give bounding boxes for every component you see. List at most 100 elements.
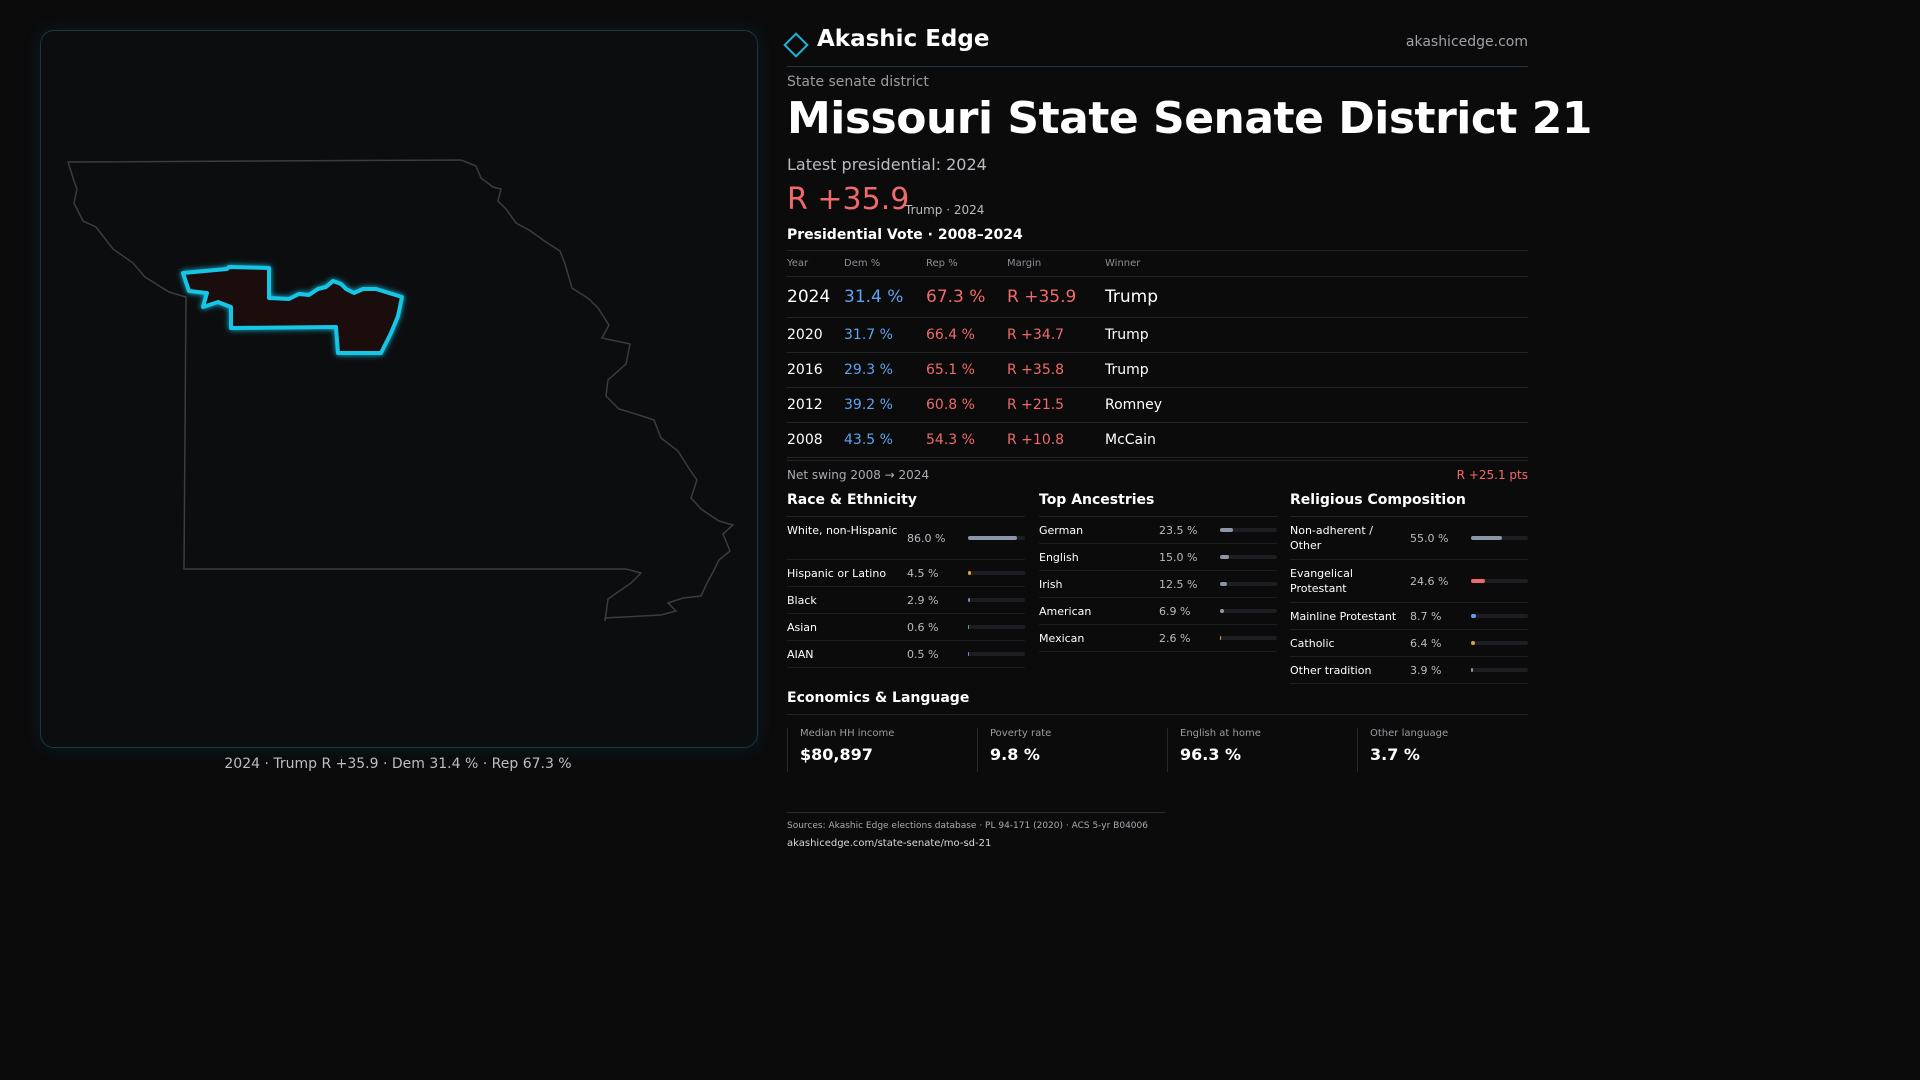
sources-text: Sources: Akashic Edge elections database… [787,821,1148,831]
section-title: Religious Composition [1290,492,1528,517]
item-label: Irish [1039,578,1063,591]
brand-url-link[interactable]: akashicedge.com [1405,34,1528,50]
bar-fill [1220,555,1229,559]
bar-track [1471,536,1528,540]
row-rep: 65.1 % [926,362,975,378]
item-label: Non-adherent / Other [1290,524,1373,552]
list-item[interactable]: White, non-Hispanic 86.0 % [787,517,1025,560]
bar-fill [1471,641,1475,645]
row-dem: 39.2 % [844,397,893,413]
table-row[interactable]: 2008 43.5 % 54.3 % R +10.8 McCain [787,422,1528,457]
stat-label: Other language [1370,728,1449,739]
stat-card-other-language: Other language 3.7 % [1357,728,1530,772]
item-label: Other tradition [1290,664,1372,677]
table-row[interactable]: 2024 31.4 % 67.3 % R +35.9 Trump [787,276,1528,317]
item-pct: 2.6 % [1159,632,1191,645]
bar-track [1220,636,1277,640]
list-item[interactable]: Catholic 6.4 % [1290,630,1528,657]
header-dem[interactable]: Dem % [844,258,881,269]
list-item[interactable]: Evangelical Protestant 24.6 % [1290,560,1528,603]
bar-fill [1220,528,1234,532]
list-item[interactable]: Mexican 2.6 % [1039,625,1277,652]
page-url-link[interactable]: akashicedge.com/state-senate/mo-sd-21 [787,838,992,849]
net-swing-label: Net swing 2008 → 2024 [787,468,930,482]
list-item[interactable]: Non-adherent / Other 55.0 % [1290,517,1528,560]
row-winner: Trump [1105,327,1149,343]
list-item[interactable]: Black 2.9 % [787,587,1025,614]
row-margin: R +34.7 [1007,327,1065,343]
stat-value: $80,897 [800,745,873,764]
row-rep: 67.3 % [926,287,986,307]
list-item[interactable]: AIAN 0.5 % [787,641,1025,668]
table-row[interactable]: 2016 29.3 % 65.1 % R +35.8 Trump [787,352,1528,387]
table-header-row: Year Dem % Rep % Margin Winner [787,250,1528,276]
row-dem: 43.5 % [844,432,893,448]
stat-value: 96.3 % [1180,745,1242,764]
bar-track [1220,582,1277,586]
bar-track [968,571,1025,575]
list-item[interactable]: German 23.5 % [1039,517,1277,544]
item-label: White, non-Hispanic [787,524,898,537]
headline-margin: R +35.9 [787,182,910,217]
table-bottom-divider [787,457,1528,458]
item-pct: 12.5 % [1159,578,1198,591]
header-margin[interactable]: Margin [1007,258,1042,269]
list-item[interactable]: Hispanic or Latino 4.5 % [787,560,1025,587]
brand-name[interactable]: Akashic Edge [817,26,990,52]
item-pct: 86.0 % [907,532,946,545]
net-swing-value: R +25.1 pts [1456,468,1528,482]
header-rep[interactable]: Rep % [926,258,958,269]
item-label: American [1039,605,1092,618]
row-dem: 31.7 % [844,327,893,343]
item-label: Catholic [1290,637,1335,650]
bar-track [1220,528,1277,532]
list-item[interactable]: Other tradition 3.9 % [1290,657,1528,684]
item-label: AIAN [787,648,814,661]
section-title: Race & Ethnicity [787,492,1025,517]
swing-divider [787,460,1528,461]
stat-value: 3.7 % [1370,745,1420,764]
bar-fill [1471,536,1503,540]
row-winner: Trump [1105,287,1159,307]
item-label: English [1039,551,1079,564]
bar-fill [968,625,969,629]
item-label: German [1039,524,1084,537]
list-item[interactable]: American 6.9 % [1039,598,1277,625]
stat-label: Median HH income [800,728,895,739]
list-item[interactable]: English 15.0 % [1039,544,1277,571]
stat-card-english-at-home: English at home 96.3 % [1167,728,1340,772]
row-rep: 60.8 % [926,397,975,413]
row-margin: R +21.5 [1007,397,1065,413]
item-pct: 6.9 % [1159,605,1191,618]
stat-label: English at home [1180,728,1261,739]
header-year[interactable]: Year [787,258,809,269]
district-kind: State senate district [787,74,929,90]
religious-composition-section: Religious Composition Non-adherent / Oth… [1290,492,1528,684]
list-item[interactable]: Asian 0.6 % [787,614,1025,641]
row-year: 2016 [787,362,823,378]
bar-fill [1471,614,1476,618]
bar-track [1471,614,1528,618]
item-pct: 6.4 % [1410,637,1442,650]
item-pct: 3.9 % [1410,664,1442,677]
footer-divider [787,812,1165,813]
list-item[interactable]: Mainline Protestant 8.7 % [1290,603,1528,630]
map-panel[interactable] [40,30,758,748]
bar-fill [1220,636,1222,640]
map-caption: 2024 · Trump R +35.9 · Dem 31.4 % · Rep … [224,756,572,772]
table-row[interactable]: 2020 31.7 % 66.4 % R +34.7 Trump [787,317,1528,352]
bar-fill [968,536,1018,540]
bar-track [1471,668,1528,672]
state-outline [66,159,735,622]
bar-track [1471,641,1528,645]
table-row[interactable]: 2012 39.2 % 60.8 % R +21.5 Romney [787,387,1528,422]
district-map[interactable] [41,31,757,747]
row-dem: 29.3 % [844,362,893,378]
item-label: Black [787,594,817,607]
list-item[interactable]: Irish 12.5 % [1039,571,1277,598]
item-label: Mexican [1039,632,1085,645]
header-winner[interactable]: Winner [1105,258,1141,269]
item-pct: 0.5 % [907,648,939,661]
bar-track [968,598,1025,602]
district-outline[interactable] [181,265,404,355]
